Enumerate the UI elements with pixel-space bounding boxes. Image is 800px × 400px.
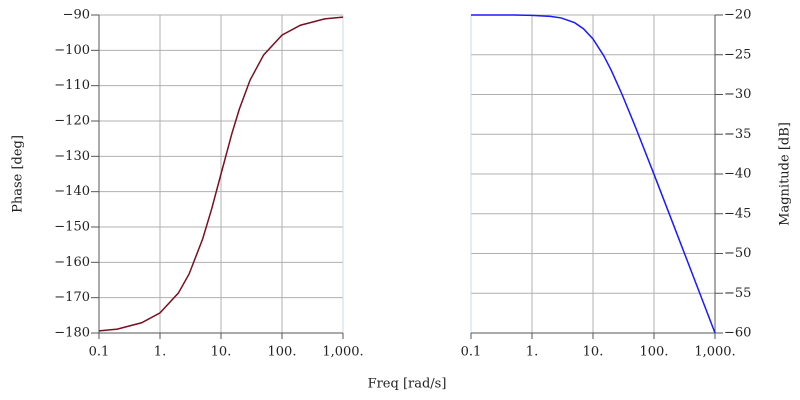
y2-tick-label: −45 bbox=[724, 206, 751, 221]
y-tick-label: −150 bbox=[54, 220, 90, 235]
line-series bbox=[98, 16, 344, 332]
x-tick-label: 10. bbox=[583, 345, 604, 360]
x-axis-label: Freq [rad/s] bbox=[368, 377, 447, 392]
y-axis-label: Phase [deg] bbox=[11, 135, 26, 213]
x-tick-label: 1. bbox=[526, 345, 538, 360]
y-tick-label: −90 bbox=[63, 8, 90, 23]
y2-tick-label: −40 bbox=[724, 167, 751, 182]
x-tick-label: 0.1 bbox=[461, 345, 482, 360]
x-tick-label: 100. bbox=[268, 345, 297, 360]
y2-tick-label: −55 bbox=[724, 286, 751, 301]
x-tick-label: 1. bbox=[154, 345, 166, 360]
x-tick-label: 100. bbox=[640, 345, 669, 360]
y-tick-label: −120 bbox=[54, 114, 90, 129]
y2-tick-label: −35 bbox=[724, 127, 751, 142]
line-series bbox=[471, 14, 716, 334]
y-tick-label: −140 bbox=[54, 184, 90, 199]
y-tick-label: −180 bbox=[54, 326, 90, 341]
x-tick-label: 1,000. bbox=[322, 345, 363, 360]
y2-tick-label: −60 bbox=[724, 326, 751, 341]
x-tick-label: 1,000. bbox=[694, 345, 735, 360]
y-tick-label: −160 bbox=[54, 255, 90, 270]
x-tick-label: 0.1 bbox=[89, 345, 110, 360]
y2-tick-label: −50 bbox=[724, 246, 751, 261]
y-tick-label: −130 bbox=[54, 149, 90, 164]
y2-tick-label: −30 bbox=[724, 87, 751, 102]
x-tick-label: 10. bbox=[211, 345, 232, 360]
y2-tick-label: −25 bbox=[724, 47, 751, 62]
y-tick-label: −100 bbox=[54, 43, 90, 58]
y-tick-label: −110 bbox=[54, 78, 90, 93]
y2-tick-label: −20 bbox=[724, 8, 751, 23]
y2-axis-label: Magnitude [dB] bbox=[778, 122, 793, 226]
y-tick-label: −170 bbox=[54, 290, 90, 305]
